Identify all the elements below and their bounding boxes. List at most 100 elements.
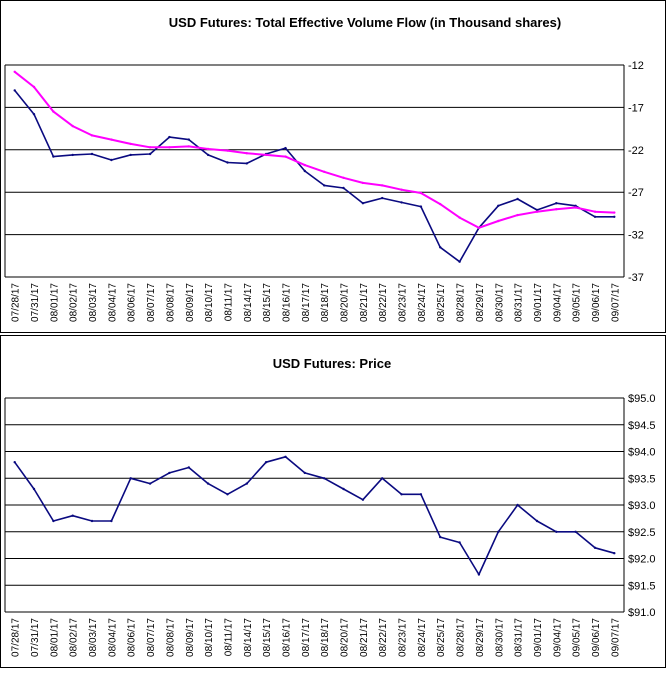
x-tick-label: 08/02/17: [69, 283, 80, 322]
data-point: [323, 477, 326, 480]
x-tick-label: 08/23/17: [398, 618, 409, 657]
data-point: [400, 201, 403, 204]
x-tick-label: 08/01/17: [49, 283, 60, 322]
x-tick-label: 08/06/17: [127, 283, 138, 322]
data-point: [245, 162, 248, 165]
data-point: [32, 113, 36, 116]
data-point: [168, 471, 171, 475]
x-tick-label: 08/31/17: [514, 283, 525, 322]
data-point: [458, 541, 461, 544]
y-tick-label: $92.0: [628, 554, 656, 566]
x-tick-label: 08/16/17: [281, 618, 292, 657]
x-tick-label: 08/14/17: [243, 618, 254, 657]
data-point: [342, 186, 345, 190]
y-tick-label: -17: [628, 102, 644, 114]
data-point: [361, 181, 365, 185]
data-point: [264, 461, 268, 464]
data-point: [497, 219, 500, 223]
data-point: [32, 85, 36, 89]
data-point: [613, 215, 616, 218]
data-point: [516, 213, 519, 217]
x-tick-label: 08/04/17: [107, 618, 118, 657]
y-tick-label: -12: [628, 60, 644, 72]
x-tick-label: 08/18/17: [320, 618, 331, 657]
y-tick-label: $91.0: [628, 607, 656, 619]
x-tick-label: 09/01/17: [533, 618, 544, 657]
x-tick-label: 08/11/17: [223, 283, 234, 322]
y-tick-label: $94.5: [628, 420, 656, 432]
data-point: [323, 170, 326, 173]
data-point: [148, 152, 152, 156]
x-tick-label: 09/07/17: [610, 618, 621, 657]
data-point: [439, 535, 442, 539]
x-tick-label: 08/18/17: [320, 283, 331, 322]
x-tick-label: 07/31/17: [30, 618, 41, 657]
data-point: [342, 487, 345, 491]
x-tick-label: 07/28/17: [11, 618, 22, 657]
x-tick-label: 08/10/17: [204, 283, 215, 322]
data-point: [226, 149, 229, 152]
x-tick-label: 08/22/17: [378, 618, 389, 657]
data-point: [497, 204, 500, 207]
series-line-2: [14, 71, 615, 229]
data-point: [381, 477, 384, 480]
x-tick-label: 08/06/17: [127, 618, 138, 657]
y-tick-label: $91.5: [628, 580, 656, 592]
x-tick-label: 08/24/17: [417, 618, 428, 657]
data-point: [593, 215, 597, 218]
x-tick-label: 08/28/17: [456, 283, 467, 322]
y-tick-label: -27: [628, 187, 644, 199]
chart-2-border: [0, 335, 666, 668]
y-tick-label: -22: [628, 145, 644, 157]
data-point: [303, 163, 306, 167]
data-point: [381, 196, 384, 200]
data-point: [477, 573, 481, 576]
x-tick-label: 08/25/17: [436, 618, 447, 657]
x-tick-label: 09/01/17: [533, 283, 544, 322]
data-point: [439, 202, 442, 206]
data-point: [245, 482, 248, 485]
data-point: [206, 482, 210, 485]
x-tick-label: 09/05/17: [572, 283, 583, 322]
data-point: [52, 110, 55, 113]
x-tick-label: 08/08/17: [165, 283, 176, 322]
y-tick-label: $95.0: [628, 393, 656, 405]
x-tick-label: 08/09/17: [185, 618, 196, 657]
y-tick-label: $94.0: [628, 447, 656, 459]
y-tick-label: $93.5: [628, 473, 656, 485]
x-tick-label: 08/17/17: [301, 283, 312, 322]
x-tick-label: 08/07/17: [146, 618, 157, 657]
x-tick-label: 07/31/17: [30, 283, 41, 322]
x-tick-label: 08/10/17: [204, 618, 215, 657]
data-point: [71, 124, 74, 128]
data-point: [342, 176, 345, 179]
x-tick-label: 08/22/17: [378, 283, 389, 322]
x-tick-label: 08/15/17: [262, 283, 273, 322]
data-point: [303, 169, 306, 173]
data-point: [110, 158, 113, 162]
x-tick-label: 08/30/17: [494, 283, 505, 322]
data-point: [497, 530, 500, 533]
data-point: [110, 519, 113, 523]
x-tick-label: 08/29/17: [475, 618, 486, 657]
data-point: [555, 202, 558, 205]
data-point: [52, 155, 55, 158]
x-tick-label: 09/05/17: [572, 618, 583, 657]
data-point: [284, 155, 287, 158]
x-tick-label: 08/08/17: [165, 618, 176, 657]
data-point: [535, 519, 539, 523]
x-tick-label: 09/07/17: [610, 283, 621, 322]
data-point: [593, 546, 597, 549]
data-point: [284, 455, 287, 458]
y-tick-label: -32: [628, 230, 644, 242]
data-point: [477, 226, 481, 229]
x-tick-label: 08/15/17: [262, 618, 273, 657]
x-tick-label: 08/31/17: [514, 618, 525, 657]
data-point: [129, 477, 132, 480]
data-point: [303, 471, 306, 475]
series-line-1: [14, 456, 615, 576]
data-point: [284, 146, 287, 150]
data-point: [32, 487, 36, 491]
data-point: [458, 260, 461, 263]
